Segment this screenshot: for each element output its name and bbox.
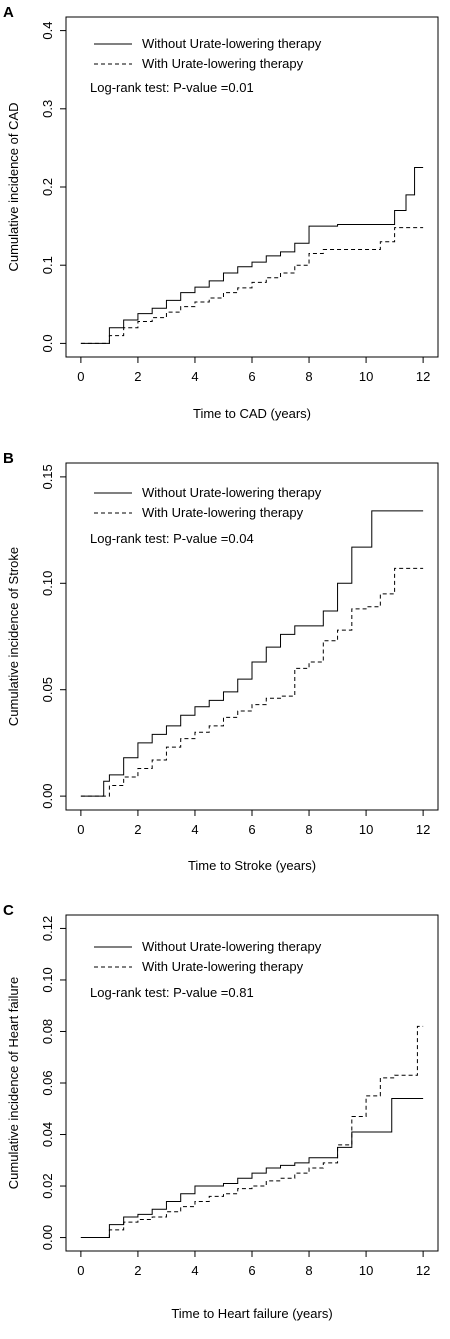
y-axis-label: Cumulative incidence of Heart failure — [6, 977, 21, 1189]
x-tick-label: 4 — [191, 1263, 198, 1278]
y-tick-label: 0.4 — [40, 22, 55, 40]
legend-label: With Urate-lowering therapy — [142, 56, 304, 71]
x-tick-label: 10 — [359, 369, 373, 384]
y-tick-label: 0.15 — [40, 464, 55, 489]
y-tick-label: 0.00 — [40, 783, 55, 808]
legend-label: With Urate-lowering therapy — [142, 505, 304, 520]
legend-label: Without Urate-lowering therapy — [142, 939, 322, 954]
x-tick-label: 8 — [305, 369, 312, 384]
legend-label: Without Urate-lowering therapy — [142, 36, 322, 51]
panel-b: B 0 2 4 6 8 10 12 0.00 0.05 0.10 0.15 Time to Stroke… — [0, 448, 450, 896]
x-tick-label: 0 — [77, 822, 84, 837]
cad-incidence-chart: A 0 2 4 6 8 10 12 0.0 0.1 0.2 0.3 0.4 Time to CAD (ye… — [3, 4, 439, 421]
y-tick-label: 0.04 — [40, 1122, 55, 1147]
x-tick-label: 10 — [359, 822, 373, 837]
panel-label: B — [3, 450, 14, 467]
x-tick-label: 10 — [359, 1263, 373, 1278]
x-tick-label: 6 — [248, 369, 255, 384]
x-tick-label: 0 — [77, 369, 84, 384]
y-tick-label: 0.08 — [40, 1019, 55, 1044]
x-tick-label: 8 — [305, 822, 312, 837]
log-rank-annotation: Log-rank test: P-value =0.04 — [90, 531, 254, 546]
x-tick-label: 12 — [416, 1263, 430, 1278]
x-axis-label: Time to CAD (years) — [193, 406, 311, 421]
panel-label: A — [3, 4, 14, 21]
legend-label: Without Urate-lowering therapy — [142, 485, 322, 500]
panel-a: A 0 2 4 6 8 10 12 0.0 0.1 0.2 0.3 0.4 Time to CAD (ye… — [0, 0, 450, 448]
x-tick-label: 6 — [248, 1263, 255, 1278]
x-tick-label: 12 — [416, 369, 430, 384]
y-axis-label: Cumulative incidence of CAD — [6, 102, 21, 271]
y-tick-label: 0.10 — [40, 967, 55, 992]
panel-label: C — [3, 902, 14, 919]
series-without-therapy-line — [80, 510, 424, 797]
x-tick-label: 6 — [248, 822, 255, 837]
y-tick-label: 0.2 — [40, 178, 55, 196]
series-with-therapy-line — [80, 1025, 424, 1239]
y-tick-label: 0.05 — [40, 677, 55, 702]
x-tick-label: 2 — [134, 369, 141, 384]
x-axis-label: Time to Heart failure (years) — [171, 1306, 332, 1321]
log-rank-annotation: Log-rank test: P-value =0.81 — [90, 985, 254, 1000]
series-without-therapy-line — [80, 166, 424, 344]
series-without-therapy-line — [80, 1097, 424, 1239]
x-tick-label: 8 — [305, 1263, 312, 1278]
series-with-therapy-line — [80, 567, 424, 797]
y-tick-label: 0.00 — [40, 1225, 55, 1250]
heart-failure-incidence-chart: C 0 2 4 6 8 10 12 0.00 0.02 0.04 0.06 0.08 0.10 0.12 Ti… — [3, 902, 439, 1321]
legend-label: With Urate-lowering therapy — [142, 959, 304, 974]
y-tick-label: 0.3 — [40, 100, 55, 118]
x-tick-label: 0 — [77, 1263, 84, 1278]
x-axis-label: Time to Stroke (years) — [188, 858, 316, 873]
y-tick-label: 0.06 — [40, 1070, 55, 1095]
x-tick-label: 4 — [191, 822, 198, 837]
x-tick-label: 12 — [416, 822, 430, 837]
x-tick-label: 2 — [134, 1263, 141, 1278]
panel-c: C 0 2 4 6 8 10 12 0.00 0.02 0.04 0.06 0.08 0.10 0.12 Ti… — [0, 896, 450, 1339]
y-tick-label: 0.0 — [40, 334, 55, 352]
log-rank-annotation: Log-rank test: P-value =0.01 — [90, 80, 254, 95]
x-tick-label: 2 — [134, 822, 141, 837]
x-tick-label: 4 — [191, 369, 198, 384]
y-tick-label: 0.12 — [40, 916, 55, 941]
y-tick-label: 0.1 — [40, 256, 55, 274]
y-tick-label: 0.02 — [40, 1173, 55, 1198]
stroke-incidence-chart: B 0 2 4 6 8 10 12 0.00 0.05 0.10 0.15 Time to Stroke… — [3, 450, 439, 873]
y-tick-label: 0.10 — [40, 571, 55, 596]
y-axis-label: Cumulative incidence of Stroke — [6, 547, 21, 726]
series-with-therapy-line — [80, 227, 424, 344]
